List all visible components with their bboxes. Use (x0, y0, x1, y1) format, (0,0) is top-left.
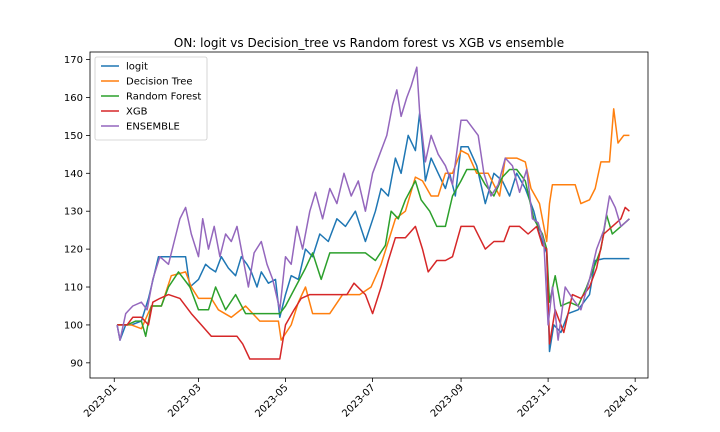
x-axis: 2023-01 2023-03 2023-05 2023-07 2023-09 2023-… (82, 378, 640, 420)
series-line-random-forest (117, 168, 630, 338)
y-axis: 90 100 110 120 130 140 150 160 170 (64, 55, 90, 369)
x-tick-label: 2023-07 (340, 382, 377, 419)
y-tick-label: 150 (64, 131, 83, 142)
series-line-ensemble (116, 66, 630, 341)
legend-label-random-forest: Random Forest (126, 92, 201, 103)
y-tick-label: 130 (64, 207, 83, 218)
series-layer (116, 66, 630, 360)
y-tick-label: 160 (64, 93, 83, 104)
y-tick-label: 170 (64, 55, 83, 66)
series-line-decision-tree (117, 108, 630, 341)
chart-title: ON: logit vs Decision_tree vs Random for… (174, 36, 564, 50)
legend: logit Decision Tree Random Forest XGB ENSEMB… (94, 56, 208, 141)
y-tick-label: 100 (64, 320, 83, 331)
x-tick-label: 2023-05 (253, 382, 290, 419)
x-tick-label: 2023-09 (429, 382, 466, 419)
x-tick-label: 2023-03 (166, 382, 203, 419)
series-line-xgb (117, 206, 630, 360)
legend-box (94, 56, 208, 141)
legend-label-logit: logit (126, 62, 148, 73)
legend-label-xgb: XGB (126, 107, 148, 118)
x-tick-label: 2023-01 (82, 382, 119, 419)
y-tick-label: 110 (64, 283, 83, 294)
legend-label-decision-tree: Decision Tree (126, 77, 193, 88)
y-tick-label: 120 (64, 245, 83, 256)
legend-label-ensemble: ENSEMBLE (126, 122, 180, 133)
plot-area-frame (89, 51, 649, 379)
y-tick-label: 90 (70, 358, 83, 369)
x-tick-label: 2023-11 (516, 382, 553, 419)
x-tick-label: 2024-01 (603, 382, 640, 419)
y-tick-label: 140 (64, 169, 83, 180)
